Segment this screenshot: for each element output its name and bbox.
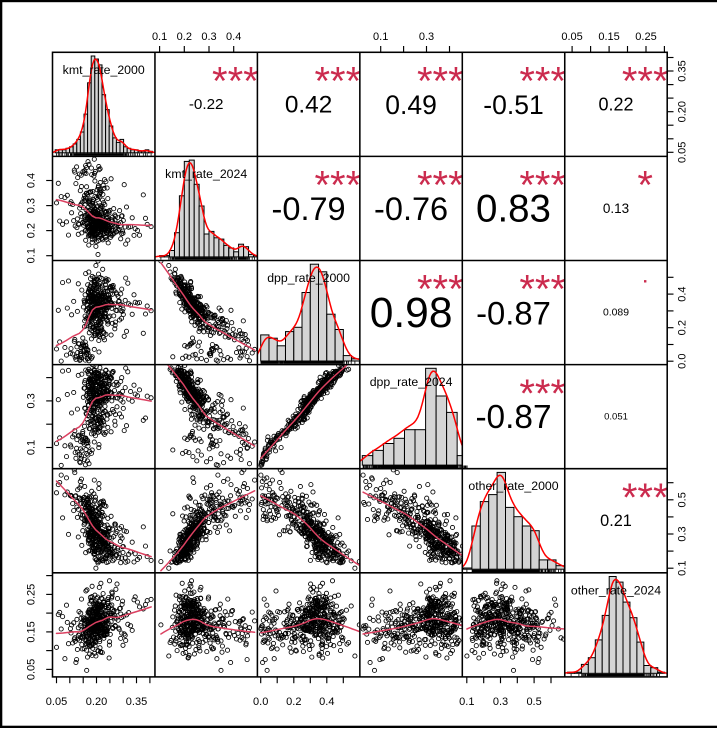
- svg-text:other_rate_2024: other_rate_2024: [571, 583, 661, 597]
- svg-text:other_rate_2000: other_rate_2000: [468, 479, 558, 493]
- svg-text:dpp_rate_2024: dpp_rate_2024: [370, 375, 453, 389]
- svg-text:kmt_rate_2024: kmt_rate_2024: [165, 167, 247, 181]
- svg-text:dpp_rate_2000: dpp_rate_2000: [267, 271, 350, 285]
- svg-text:kmt_rate_2000: kmt_rate_2000: [63, 63, 145, 77]
